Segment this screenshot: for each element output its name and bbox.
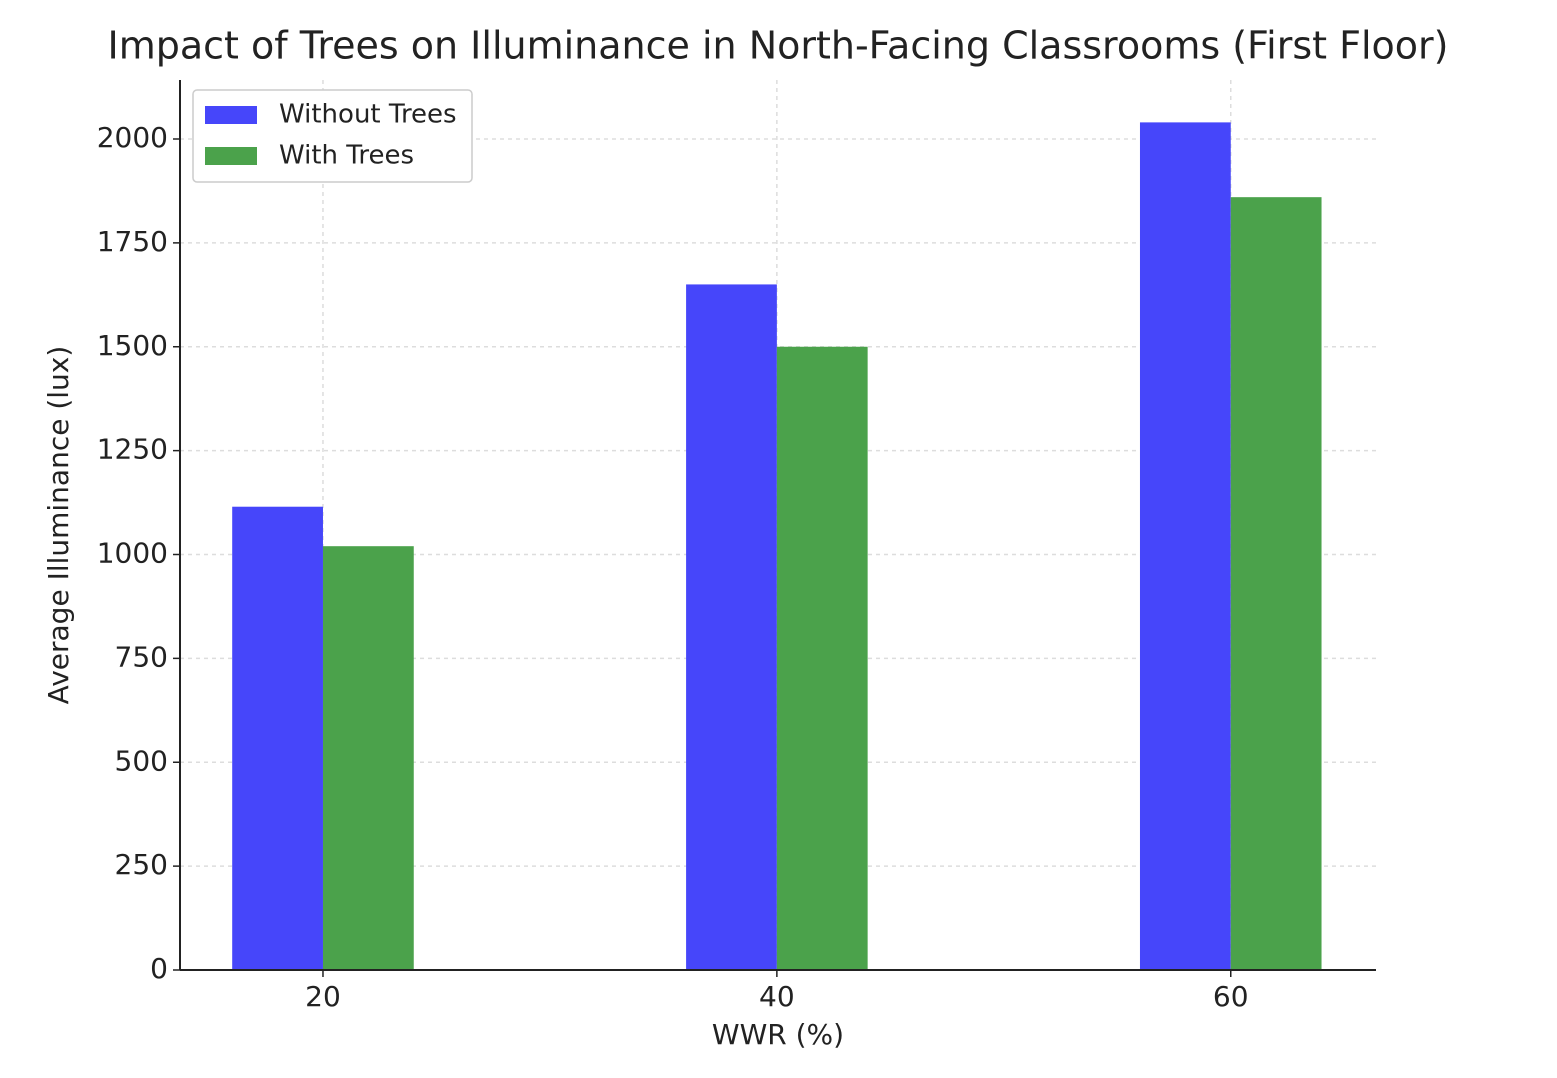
y-tick-label: 0 (150, 952, 168, 985)
x-tick-label: 60 (1213, 980, 1249, 1013)
bar (232, 506, 323, 970)
chart-title: Impact of Trees on Illuminance in North-… (108, 24, 1449, 68)
x-tick-label: 20 (305, 980, 341, 1013)
legend-label: Without Trees (279, 100, 457, 130)
y-axis-label: Average Illuminance (lux) (42, 346, 75, 705)
legend-swatch (205, 147, 257, 165)
bar (1230, 197, 1322, 970)
legend-box (192, 89, 473, 183)
y-tick-label: 750 (115, 640, 168, 673)
y-tick-label: 2000 (97, 121, 168, 154)
x-axis-label: WWR (%) (712, 1018, 844, 1051)
y-tick-label: 500 (115, 744, 168, 777)
y-tick-label: 1500 (97, 329, 168, 362)
y-tick-label: 1000 (97, 537, 168, 570)
bar (776, 346, 868, 970)
legend-swatch (205, 106, 257, 124)
bar (1139, 122, 1231, 970)
y-tick-label: 1250 (97, 433, 168, 466)
bar (322, 546, 414, 970)
y-tick-label: 250 (115, 848, 168, 881)
bar (686, 284, 777, 970)
y-tick-label: 1750 (97, 225, 168, 258)
legend-label: With Trees (279, 141, 414, 171)
x-tick-label: 40 (759, 980, 795, 1013)
